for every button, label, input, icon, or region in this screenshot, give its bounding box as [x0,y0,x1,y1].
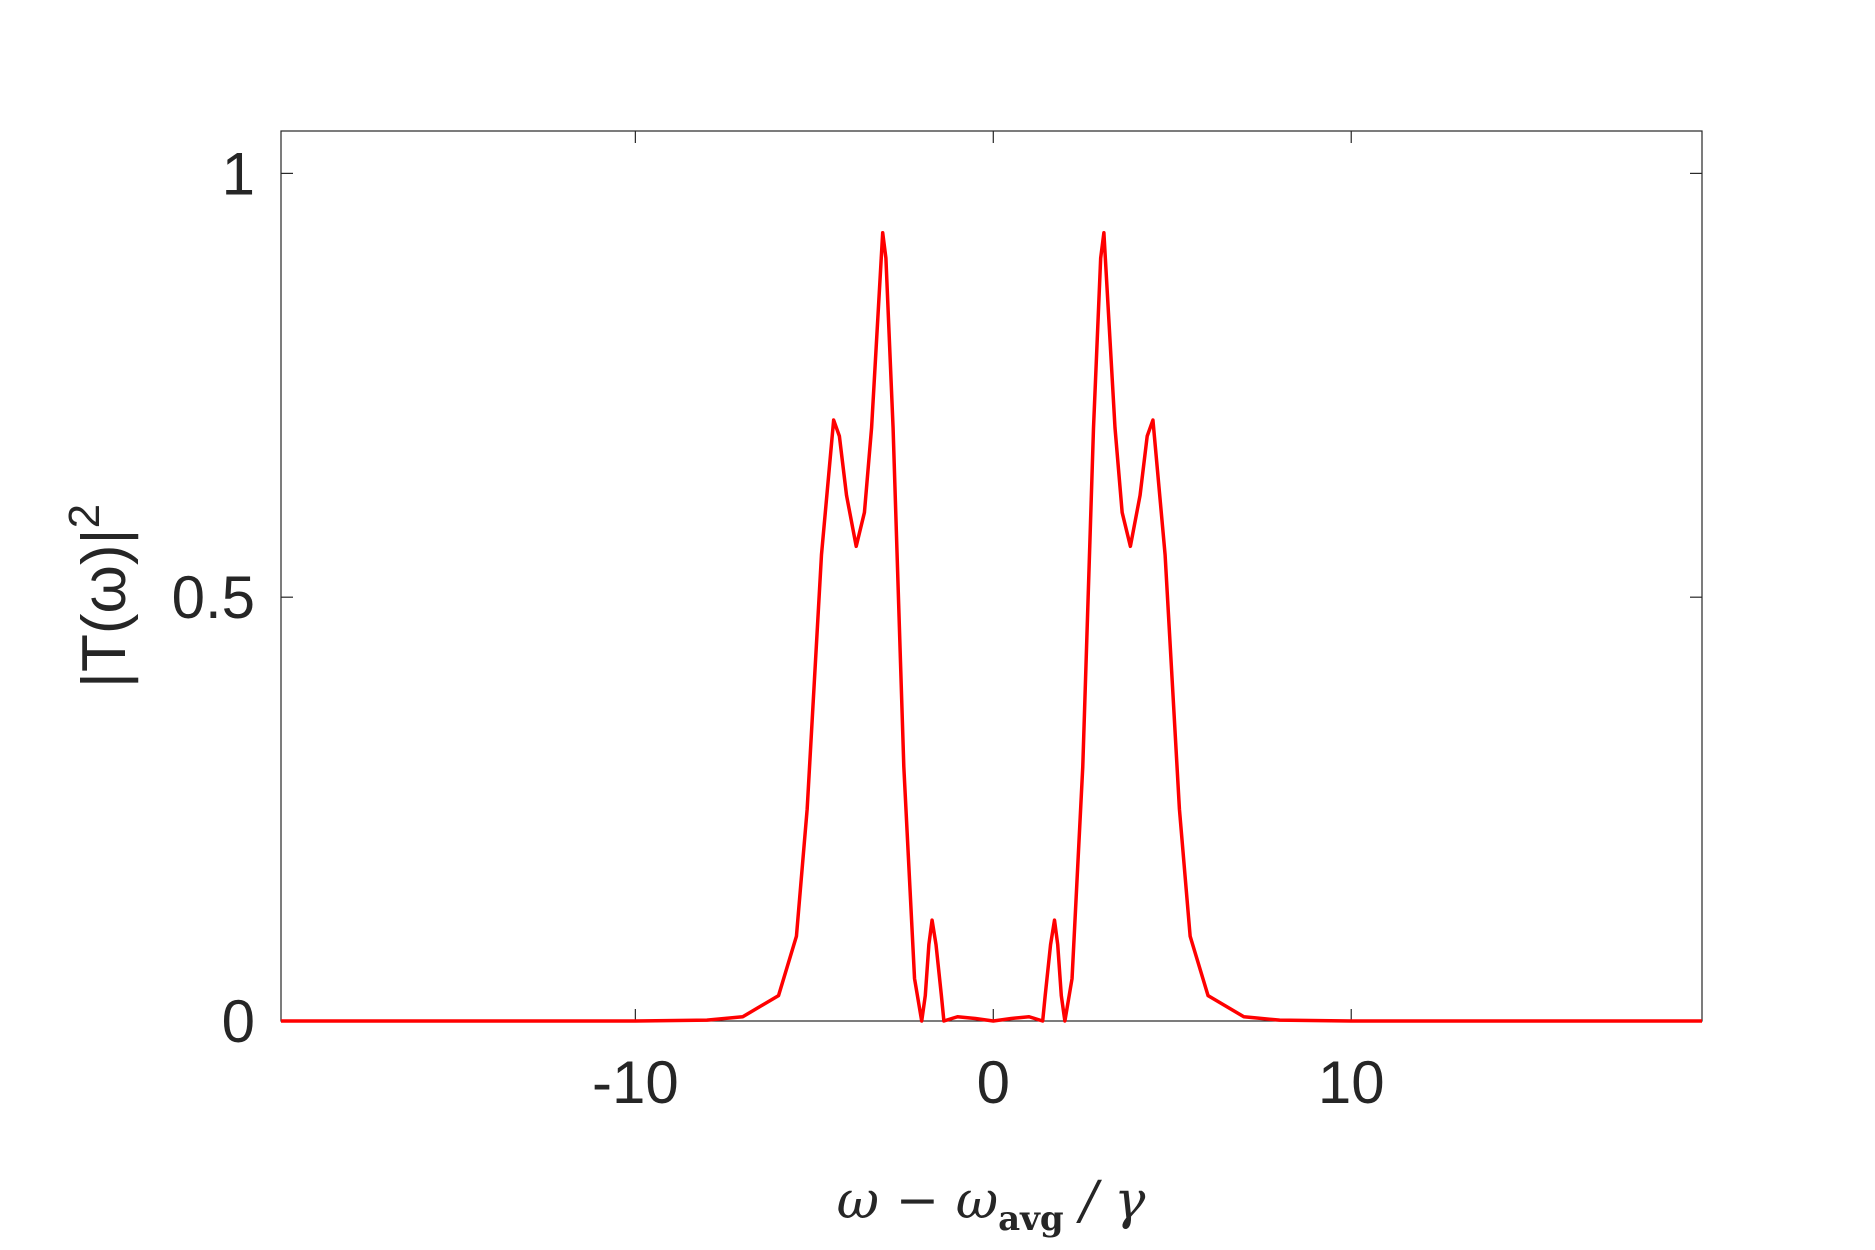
x-label-sub: avg [998,1199,1064,1239]
x-tick-label: 0 [977,1049,1010,1116]
x-tick-label: -10 [592,1049,679,1116]
y-label-sup: 2 [60,504,109,528]
x-label-part: ω − ω [837,1171,998,1231]
x-tick-label: 10 [1318,1049,1385,1116]
y-label-part: |T(ω)| [70,528,139,688]
y-axis-label: |T(ω)|2 [60,504,139,688]
y-tick-label: 0 [222,988,255,1055]
x-axis-label: ω − ωavg / γ [837,1171,1147,1239]
y-tick-label: 1 [222,140,255,207]
x-label-part: / γ [1064,1171,1147,1231]
data-line [281,230,1702,1023]
y-tick-label: 0.5 [172,564,255,631]
plot-frame [280,130,1703,1022]
